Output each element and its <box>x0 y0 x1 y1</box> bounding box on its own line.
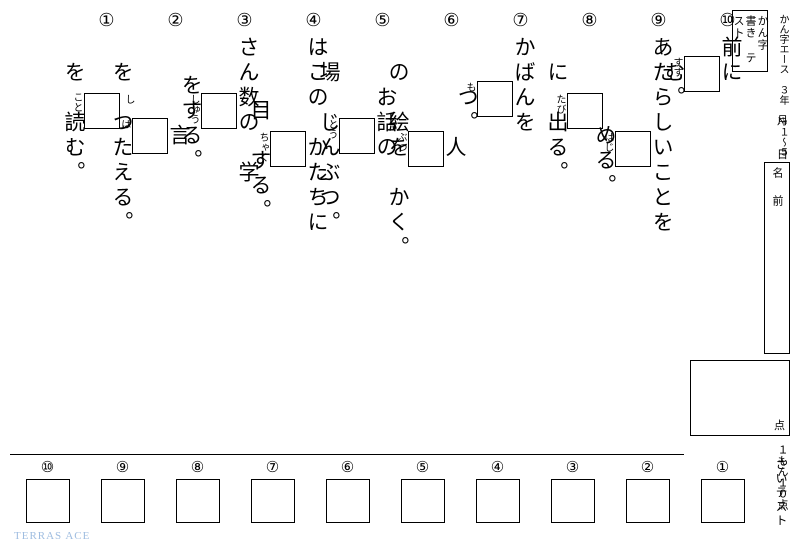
kanji-answer-box[interactable]: しゅう <box>201 93 237 129</box>
retest-answer-box[interactable] <box>626 479 670 523</box>
question-column: ⑩前に すす む。 <box>691 10 747 430</box>
retest-label: さいテスト <box>773 458 790 528</box>
question-number: ⑧ <box>573 10 599 31</box>
series-info: かん字エース ３年 №１〜５ <box>770 14 788 157</box>
retest-row: ① ② ③ ④ ⑤ ⑥ ⑦ ⑧ ⑨ ⑩ <box>10 458 760 538</box>
furigana: はじ <box>602 132 612 168</box>
retest-number: ⑧ <box>191 458 204 477</box>
retest-answer-box[interactable] <box>551 479 595 523</box>
retest-number: ⑥ <box>341 458 354 477</box>
question-number: ② <box>159 10 185 31</box>
retest-number: ④ <box>491 458 504 477</box>
name-box[interactable]: 名 前 <box>764 162 790 354</box>
question-text: 言ば を つたえる。 <box>111 36 189 236</box>
name-box-label: 名 前 <box>769 167 785 209</box>
retest-answer-box[interactable] <box>476 479 520 523</box>
furigana: たび <box>554 94 564 130</box>
retest-number: ⑤ <box>416 458 429 477</box>
furigana: ば <box>119 119 129 155</box>
retest-number: ② <box>641 458 654 477</box>
retest-cell: ④ <box>476 458 520 538</box>
kanji-answer-box[interactable]: ば <box>132 118 168 154</box>
kanji-answer-box[interactable]: ぶつ <box>408 131 444 167</box>
retest-number: ③ <box>566 458 579 477</box>
question-number: ⑥ <box>435 10 461 31</box>
retest-number: ⑦ <box>266 458 279 477</box>
retest-cell: ⑥ <box>326 458 370 538</box>
question-text: はこの かたちに ちゃく 目 する。 <box>249 36 327 261</box>
retest-number: ⑨ <box>116 458 129 477</box>
question-text: あたらしいことを はじ める。 <box>594 36 672 261</box>
furigana: ちゃく <box>257 132 267 168</box>
retest-answer-box[interactable] <box>101 479 145 523</box>
furigana: すす <box>671 57 681 93</box>
question-text: お話の とう 場 じんぶつ。 <box>318 36 396 236</box>
kanji-answer-box[interactable]: ちゃく <box>270 131 306 167</box>
retest-answer-box[interactable] <box>701 479 745 523</box>
retest-number: ① <box>716 458 729 477</box>
text-segment: かばんを <box>513 36 534 161</box>
retest-cell: ⑦ <box>251 458 295 538</box>
retest-answer-box[interactable] <box>176 479 220 523</box>
question-text: かばんを も つ。 <box>456 36 534 161</box>
retest-cell: ⑨ <box>101 458 145 538</box>
text-segment: 前に <box>720 36 741 111</box>
retest-cell: ⑤ <box>401 458 445 538</box>
day-label: 日 <box>777 146 788 162</box>
watermark: TERRAS ACE <box>14 530 90 542</box>
retest-cell: ⑩ <box>26 458 70 538</box>
question-number: ④ <box>297 10 323 31</box>
kanji-answer-box[interactable]: とう <box>339 118 375 154</box>
furigana: しゅう <box>188 94 198 130</box>
retest-cell: ⑧ <box>176 458 220 538</box>
question-number: ① <box>90 10 116 31</box>
furigana: も <box>464 82 474 118</box>
question-number: ⑨ <box>642 10 668 31</box>
retest-answer-box[interactable] <box>401 479 445 523</box>
kanji-answer-box[interactable]: すす <box>684 56 720 92</box>
retest-answer-box[interactable] <box>326 479 370 523</box>
furigana: ぶつ <box>395 132 405 168</box>
questions-area: ①しこと を 読む。②言ば を つたえる。③さん数の 学しゅう をする。④はこの… <box>10 10 684 442</box>
question-column: ⑦かばんを も つ。 <box>484 10 540 430</box>
score-label: 点 <box>774 417 785 433</box>
question-text: さん数の 学しゅう をする。 <box>180 36 258 186</box>
furigana: こと <box>71 92 81 128</box>
question-number: ⑦ <box>504 10 530 31</box>
retest-answer-box[interactable] <box>251 479 295 523</box>
retest-cell: ① <box>701 458 745 538</box>
divider-line <box>10 454 684 455</box>
kanji-answer-box[interactable]: はじ <box>615 131 651 167</box>
kanji-answer-box[interactable]: も <box>477 81 513 117</box>
month-label: 月 <box>777 112 788 128</box>
question-number: ③ <box>228 10 254 31</box>
question-text: 前に すす む。 <box>663 36 741 111</box>
question-text: 人ぶつ の 絵を かく。 <box>387 36 465 261</box>
retest-cell: ③ <box>551 458 595 538</box>
worksheet-sheet: かん字 書き テスト かん字エース ３年 №１〜５ 月 日 名 前 点 １もん１… <box>10 10 790 544</box>
retest-cell: ② <box>626 458 670 538</box>
retest-answer-box[interactable] <box>26 479 70 523</box>
furigana: とう <box>326 119 336 155</box>
retest-number: ⑩ <box>41 458 54 477</box>
question-number: ⑩ <box>711 10 737 31</box>
question-number: ⑤ <box>366 10 392 31</box>
